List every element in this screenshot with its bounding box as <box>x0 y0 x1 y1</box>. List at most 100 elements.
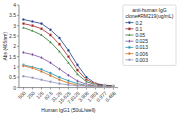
y-tick <box>17 25 19 26</box>
x-tick <box>41 88 42 90</box>
marker <box>76 64 79 67</box>
marker <box>40 27 43 30</box>
marker <box>49 81 52 84</box>
marker <box>112 85 115 87</box>
x-tick <box>68 88 69 90</box>
marker <box>112 85 115 88</box>
legend-title: anti-human IgGclone#RM219(ug/mL) <box>125 7 173 19</box>
marker <box>40 33 43 36</box>
marker <box>128 46 131 49</box>
x-tick <box>50 88 51 90</box>
marker <box>67 74 70 77</box>
legend-swatch <box>125 22 133 23</box>
y-tick <box>17 46 19 47</box>
series <box>22 65 115 88</box>
y-axis-label: Abs (405nm) <box>2 32 8 61</box>
legend-label: 0.006 <box>135 51 148 57</box>
marker <box>22 75 25 78</box>
legend-label: 0.05 <box>135 32 145 38</box>
x-tick <box>32 88 33 90</box>
marker <box>49 74 52 77</box>
marker <box>67 84 70 87</box>
legend-swatch <box>125 59 133 60</box>
marker <box>31 76 34 79</box>
marker <box>76 84 79 87</box>
series <box>22 26 115 87</box>
marker <box>128 21 131 24</box>
marker <box>128 40 131 43</box>
marker <box>85 84 88 87</box>
marker <box>67 61 70 64</box>
marker <box>58 67 61 70</box>
marker <box>67 49 70 52</box>
marker <box>40 78 43 81</box>
marker <box>22 22 25 25</box>
marker <box>112 85 115 88</box>
marker <box>103 85 106 88</box>
marker <box>49 72 52 75</box>
y-tick <box>17 87 19 88</box>
series-line <box>23 76 113 86</box>
x-tick <box>23 88 24 90</box>
marker <box>58 78 61 81</box>
marker <box>112 85 115 87</box>
series-line <box>23 52 113 86</box>
marker <box>31 53 34 56</box>
legend-title-line: clone#RM219(ug/mL) <box>125 13 173 19</box>
marker <box>94 84 97 87</box>
marker <box>94 85 97 88</box>
y-tick-label: 1 <box>13 64 16 70</box>
marker <box>76 84 79 87</box>
series <box>22 75 115 88</box>
legend-swatch <box>125 53 133 54</box>
marker <box>31 20 34 23</box>
marker <box>128 28 131 31</box>
marker <box>103 85 106 88</box>
marker <box>76 73 79 76</box>
x-tick-label: 0.488 <box>104 90 117 103</box>
marker <box>31 67 34 70</box>
marker <box>31 29 34 32</box>
marker <box>31 24 34 27</box>
marker <box>49 34 52 37</box>
y-tick-label: 0.5 <box>9 74 16 80</box>
marker <box>112 85 115 88</box>
marker <box>22 26 25 29</box>
legend: anti-human IgGclone#RM219(ug/mL)0.20.10.… <box>123 5 176 65</box>
marker <box>58 50 61 53</box>
marker <box>58 82 61 85</box>
y-tick <box>17 15 19 16</box>
y-axis: 00.511.522.533.54 <box>9 2 19 91</box>
plot-area <box>22 18 115 87</box>
x-tick <box>86 88 87 90</box>
x-axis: 50025012562.531.2515.6257.81253.9061.953… <box>17 88 118 105</box>
marker <box>76 69 79 72</box>
marker <box>128 59 131 62</box>
marker <box>85 85 88 88</box>
marker <box>58 37 61 40</box>
chart: 00.511.522.533.54Abs (405nm)50025012562.… <box>0 0 177 114</box>
x-tick <box>113 88 114 90</box>
y-tick <box>17 5 19 6</box>
series-line <box>23 65 113 87</box>
marker <box>67 55 70 58</box>
legend-label: 0.003 <box>135 57 148 63</box>
series <box>22 18 115 87</box>
x-axis-label: Human IgG1 (50uL/well) <box>41 107 96 113</box>
series-line <box>23 66 113 87</box>
marker <box>128 33 131 36</box>
legend-label: 0.1 <box>135 26 142 32</box>
y-tick-label: 0 <box>13 85 16 91</box>
marker <box>94 85 97 88</box>
marker <box>94 85 97 88</box>
y-tick-label: 2 <box>13 43 16 49</box>
x-tick <box>59 88 60 90</box>
marker <box>40 56 43 59</box>
y-tick <box>17 66 19 67</box>
series <box>22 22 115 87</box>
legend-swatch <box>125 47 133 48</box>
series <box>22 64 115 88</box>
legend-frame <box>123 5 176 65</box>
marker <box>85 84 88 87</box>
legend-swatch <box>125 28 133 29</box>
